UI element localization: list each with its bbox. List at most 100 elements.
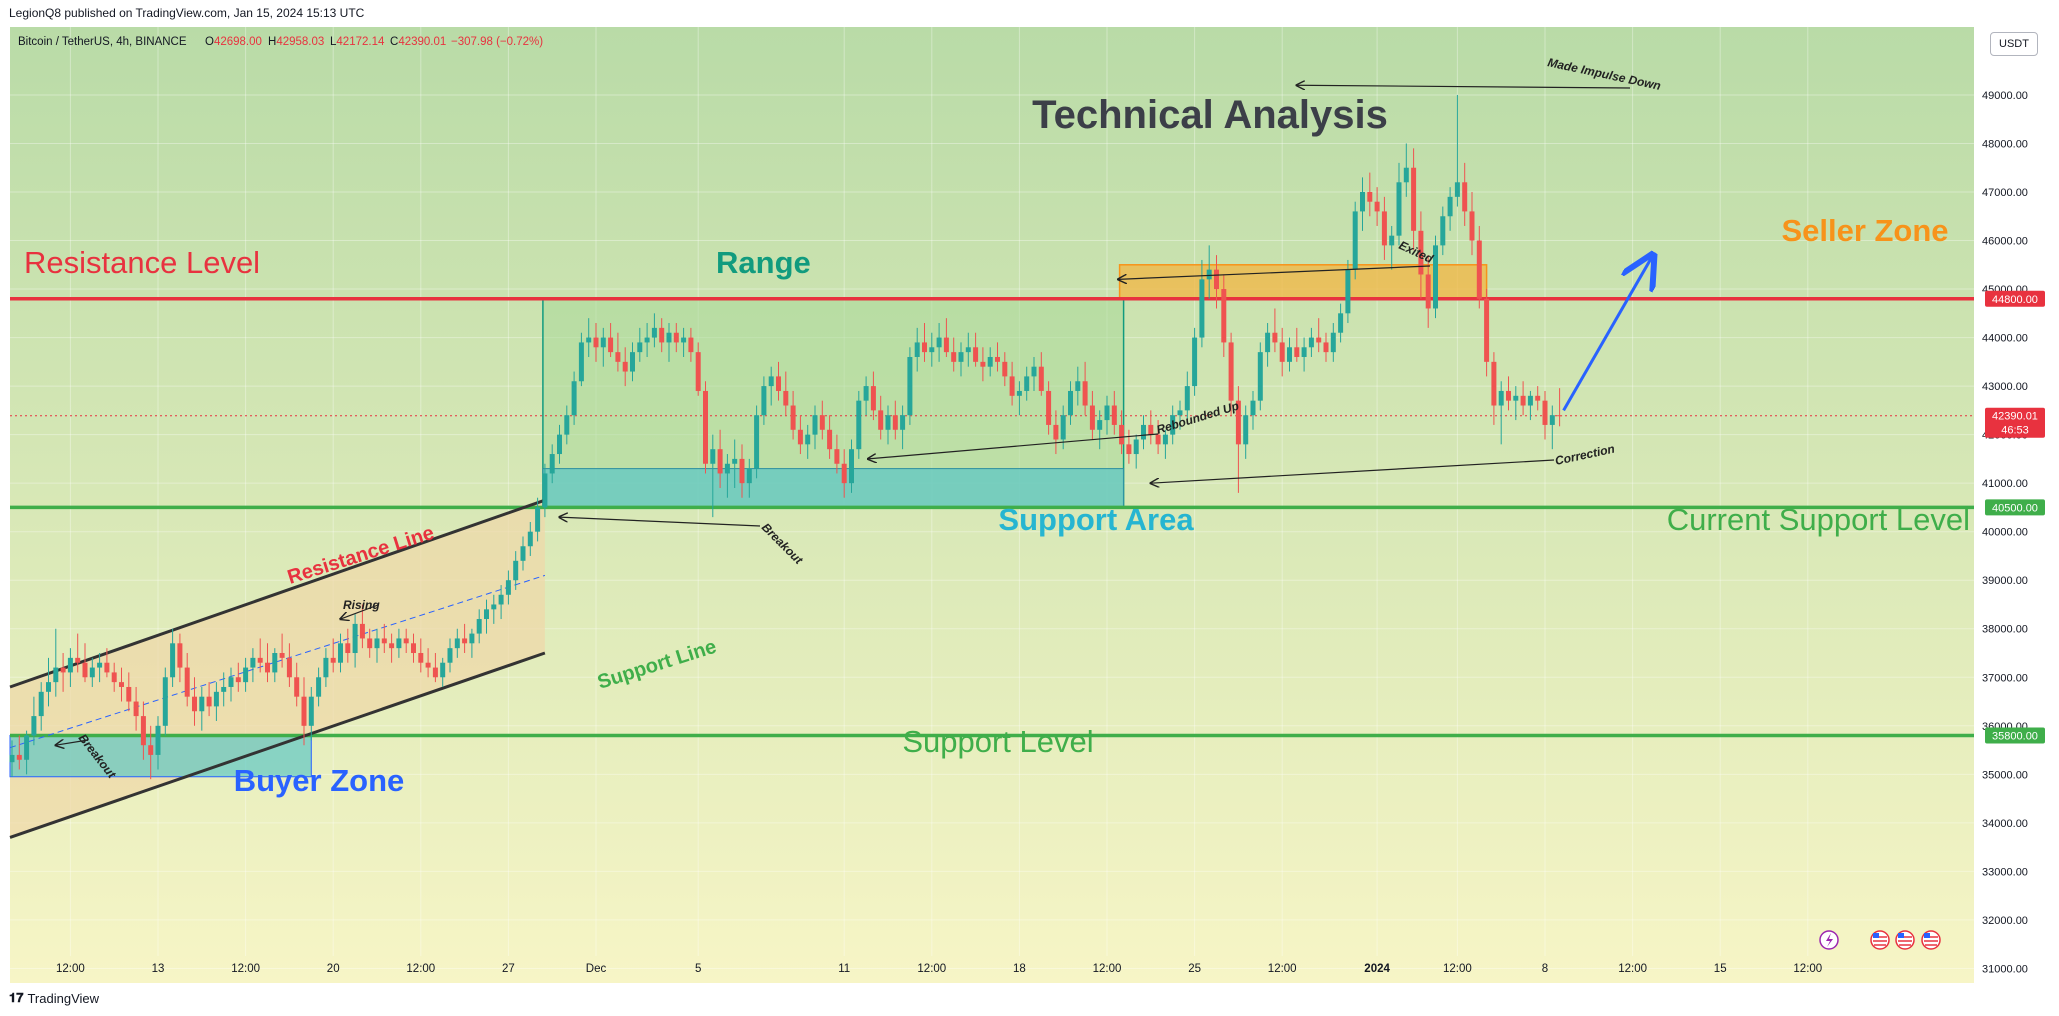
support-trend-line[interactable] (9, 651, 546, 839)
candle (936, 323, 942, 362)
candles (9, 94, 1563, 780)
us-flag-icon[interactable] (1870, 930, 1890, 950)
candle (520, 536, 526, 571)
candle (724, 454, 730, 498)
candle (1476, 225, 1482, 309)
candle (571, 371, 577, 425)
candle (1243, 405, 1249, 459)
candle (1177, 400, 1183, 430)
us-flag-icon[interactable] (1921, 930, 1941, 950)
publisher-line: LegionQ8 published on TradingView.com, J… (9, 6, 365, 20)
candle (812, 405, 818, 450)
candle (491, 594, 497, 624)
candle (790, 390, 796, 440)
candle (710, 434, 716, 518)
candle (425, 648, 431, 678)
event-icons[interactable] (1819, 930, 1941, 950)
price-tick-label: 34000.00 (1982, 818, 2028, 830)
change-value: −307.98 (−0.72%) (451, 36, 543, 48)
candle (148, 725, 154, 780)
channel-midline (9, 574, 546, 749)
footer-brand[interactable]: 𝟏𝟕 TradingView (9, 990, 99, 1006)
candle (345, 628, 351, 663)
candle (951, 337, 957, 372)
candle (1549, 405, 1555, 450)
time-tick-label: 27 (502, 963, 515, 975)
candle (929, 332, 935, 367)
low-value: 42172.14 (336, 36, 385, 48)
candle (1418, 211, 1424, 299)
time-tick-label: 12:00 (406, 963, 435, 975)
candle (403, 628, 409, 654)
candle (192, 677, 197, 726)
candle (67, 648, 73, 687)
price-tick-label: 43000.00 (1982, 381, 2028, 393)
candle (440, 657, 446, 687)
candle (199, 686, 205, 731)
candle (374, 628, 380, 663)
time-tick-label: 15 (1714, 963, 1727, 975)
candle (476, 609, 482, 644)
candle (1308, 327, 1314, 357)
us-flag-icon[interactable] (1895, 930, 1915, 950)
chart-title: Technical Analysis (1032, 93, 1388, 137)
candle (1345, 259, 1351, 324)
candle (1155, 420, 1161, 455)
candle (1491, 352, 1497, 425)
candle (1484, 289, 1490, 377)
svg-text:44800.00: 44800.00 (1992, 294, 2038, 306)
svg-text:42390.01: 42390.01 (1992, 411, 2038, 423)
price-tick-label: 31000.00 (1982, 963, 2028, 975)
candle (221, 672, 227, 707)
price-tag: 40500.00 (1985, 499, 2045, 516)
candle (1148, 410, 1154, 445)
candle (367, 628, 373, 658)
candle (206, 682, 212, 717)
svg-text:40500.00: 40500.00 (1992, 502, 2038, 514)
candle (389, 633, 395, 663)
candle (359, 604, 365, 649)
candle (228, 667, 234, 702)
rising-label: Rising (343, 598, 380, 612)
made-impulse-down-arrow (1297, 85, 1631, 88)
price-tick-label: 32000.00 (1982, 915, 2028, 927)
candle (1447, 187, 1453, 231)
candle (1089, 390, 1095, 440)
candle (38, 682, 44, 731)
candle (1374, 187, 1380, 226)
candle (1170, 405, 1176, 445)
currency-button[interactable]: USDT (1990, 32, 2038, 56)
resistance-level-label: Resistance Level (24, 245, 260, 280)
support-area-box (542, 468, 1125, 508)
buyer-zone-label: Buyer Zone (234, 763, 405, 798)
tradingview-logo-icon: 𝟏𝟕 (9, 990, 24, 1005)
candle (659, 318, 665, 353)
candle (746, 458, 752, 498)
projection-arrow[interactable] (1562, 258, 1652, 412)
candle (286, 643, 292, 687)
candle (863, 376, 869, 416)
candle (885, 405, 891, 445)
candle (257, 638, 263, 673)
candle (60, 653, 66, 692)
candle (1279, 327, 1285, 377)
price-tick-label: 39000.00 (1982, 575, 2028, 587)
price-tick-label: 48000.00 (1982, 138, 2028, 150)
candle (593, 323, 599, 362)
open-value: 42698.00 (214, 36, 262, 48)
support-level-label: Support Level (902, 724, 1093, 759)
candle (849, 439, 854, 493)
candle (16, 735, 22, 770)
candle (1469, 191, 1475, 256)
candle (995, 342, 1000, 372)
time-tick-label: 12:00 (1443, 963, 1472, 975)
candle (505, 570, 511, 605)
time-axis[interactable] (10, 956, 1975, 983)
time-tick-label: 12:00 (1093, 963, 1122, 975)
candle (381, 623, 387, 654)
svg-text:46:53: 46:53 (2001, 425, 2029, 437)
candle (1330, 323, 1336, 362)
candle (301, 677, 307, 746)
candle (1206, 245, 1212, 299)
